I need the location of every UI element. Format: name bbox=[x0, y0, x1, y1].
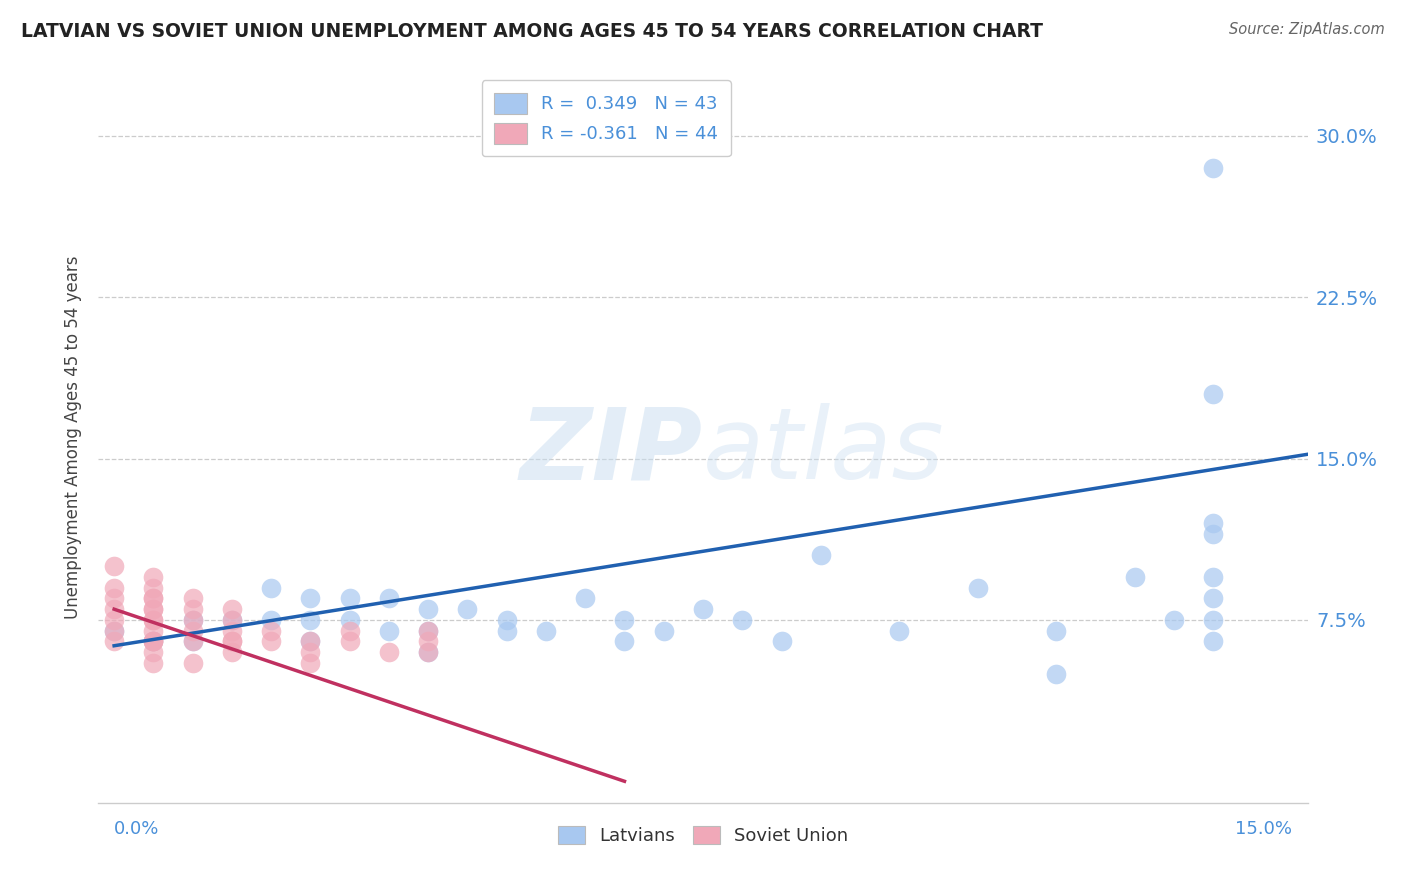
Point bbox=[652, 624, 675, 638]
Point bbox=[299, 634, 322, 648]
Point bbox=[103, 591, 125, 606]
Point bbox=[613, 634, 636, 648]
Point bbox=[142, 645, 165, 659]
Text: ZIP: ZIP bbox=[520, 403, 703, 500]
Point bbox=[378, 624, 401, 638]
Point bbox=[260, 613, 283, 627]
Y-axis label: Unemployment Among Ages 45 to 54 years: Unemployment Among Ages 45 to 54 years bbox=[63, 255, 82, 619]
Point bbox=[378, 591, 401, 606]
Point bbox=[339, 634, 361, 648]
Point bbox=[534, 624, 557, 638]
Point bbox=[181, 591, 204, 606]
Point bbox=[142, 656, 165, 670]
Point bbox=[103, 624, 125, 638]
Point bbox=[181, 602, 204, 616]
Point bbox=[142, 591, 165, 606]
Point bbox=[966, 581, 988, 595]
Point bbox=[103, 581, 125, 595]
Point bbox=[418, 645, 440, 659]
Point bbox=[339, 624, 361, 638]
Point bbox=[103, 634, 125, 648]
Point bbox=[260, 634, 283, 648]
Point bbox=[142, 570, 165, 584]
Point bbox=[339, 591, 361, 606]
Point bbox=[1202, 591, 1225, 606]
Point bbox=[418, 624, 440, 638]
Point bbox=[418, 602, 440, 616]
Point bbox=[456, 602, 478, 616]
Point bbox=[142, 613, 165, 627]
Point bbox=[1045, 624, 1067, 638]
Point bbox=[1202, 161, 1225, 176]
Point bbox=[142, 634, 165, 648]
Point bbox=[1202, 634, 1225, 648]
Point bbox=[142, 602, 165, 616]
Point bbox=[142, 613, 165, 627]
Point bbox=[810, 549, 832, 563]
Point bbox=[142, 634, 165, 648]
Point bbox=[221, 645, 243, 659]
Point bbox=[103, 624, 125, 638]
Point bbox=[221, 624, 243, 638]
Point bbox=[142, 602, 165, 616]
Point bbox=[299, 656, 322, 670]
Text: LATVIAN VS SOVIET UNION UNEMPLOYMENT AMONG AGES 45 TO 54 YEARS CORRELATION CHART: LATVIAN VS SOVIET UNION UNEMPLOYMENT AMO… bbox=[21, 22, 1043, 41]
Point bbox=[221, 613, 243, 627]
Point bbox=[378, 645, 401, 659]
Point bbox=[1123, 570, 1146, 584]
Point bbox=[181, 613, 204, 627]
Point bbox=[103, 613, 125, 627]
Point bbox=[731, 613, 754, 627]
Point bbox=[221, 613, 243, 627]
Point bbox=[142, 581, 165, 595]
Point bbox=[1202, 570, 1225, 584]
Text: Source: ZipAtlas.com: Source: ZipAtlas.com bbox=[1229, 22, 1385, 37]
Point bbox=[613, 613, 636, 627]
Point bbox=[181, 624, 204, 638]
Point bbox=[260, 581, 283, 595]
Point bbox=[574, 591, 596, 606]
Point bbox=[692, 602, 714, 616]
Point bbox=[181, 634, 204, 648]
Point bbox=[221, 634, 243, 648]
Point bbox=[1202, 527, 1225, 541]
Point bbox=[142, 634, 165, 648]
Point bbox=[181, 613, 204, 627]
Legend: Latvians, Soviet Union: Latvians, Soviet Union bbox=[550, 819, 856, 852]
Point bbox=[221, 602, 243, 616]
Point bbox=[142, 634, 165, 648]
Point bbox=[418, 645, 440, 659]
Point bbox=[770, 634, 793, 648]
Point bbox=[142, 591, 165, 606]
Point bbox=[299, 645, 322, 659]
Text: atlas: atlas bbox=[703, 403, 945, 500]
Point bbox=[339, 613, 361, 627]
Point bbox=[495, 613, 517, 627]
Point bbox=[495, 624, 517, 638]
Point bbox=[1045, 666, 1067, 681]
Point bbox=[221, 634, 243, 648]
Text: 0.0%: 0.0% bbox=[114, 820, 159, 838]
Point bbox=[299, 613, 322, 627]
Text: 15.0%: 15.0% bbox=[1234, 820, 1292, 838]
Point bbox=[260, 624, 283, 638]
Point bbox=[103, 602, 125, 616]
Point bbox=[1163, 613, 1185, 627]
Point bbox=[181, 656, 204, 670]
Point bbox=[181, 634, 204, 648]
Point bbox=[1202, 613, 1225, 627]
Point bbox=[103, 559, 125, 574]
Point bbox=[889, 624, 911, 638]
Point bbox=[418, 634, 440, 648]
Point bbox=[418, 624, 440, 638]
Point bbox=[299, 634, 322, 648]
Point bbox=[1202, 516, 1225, 530]
Point bbox=[1202, 387, 1225, 401]
Point bbox=[142, 624, 165, 638]
Point bbox=[299, 591, 322, 606]
